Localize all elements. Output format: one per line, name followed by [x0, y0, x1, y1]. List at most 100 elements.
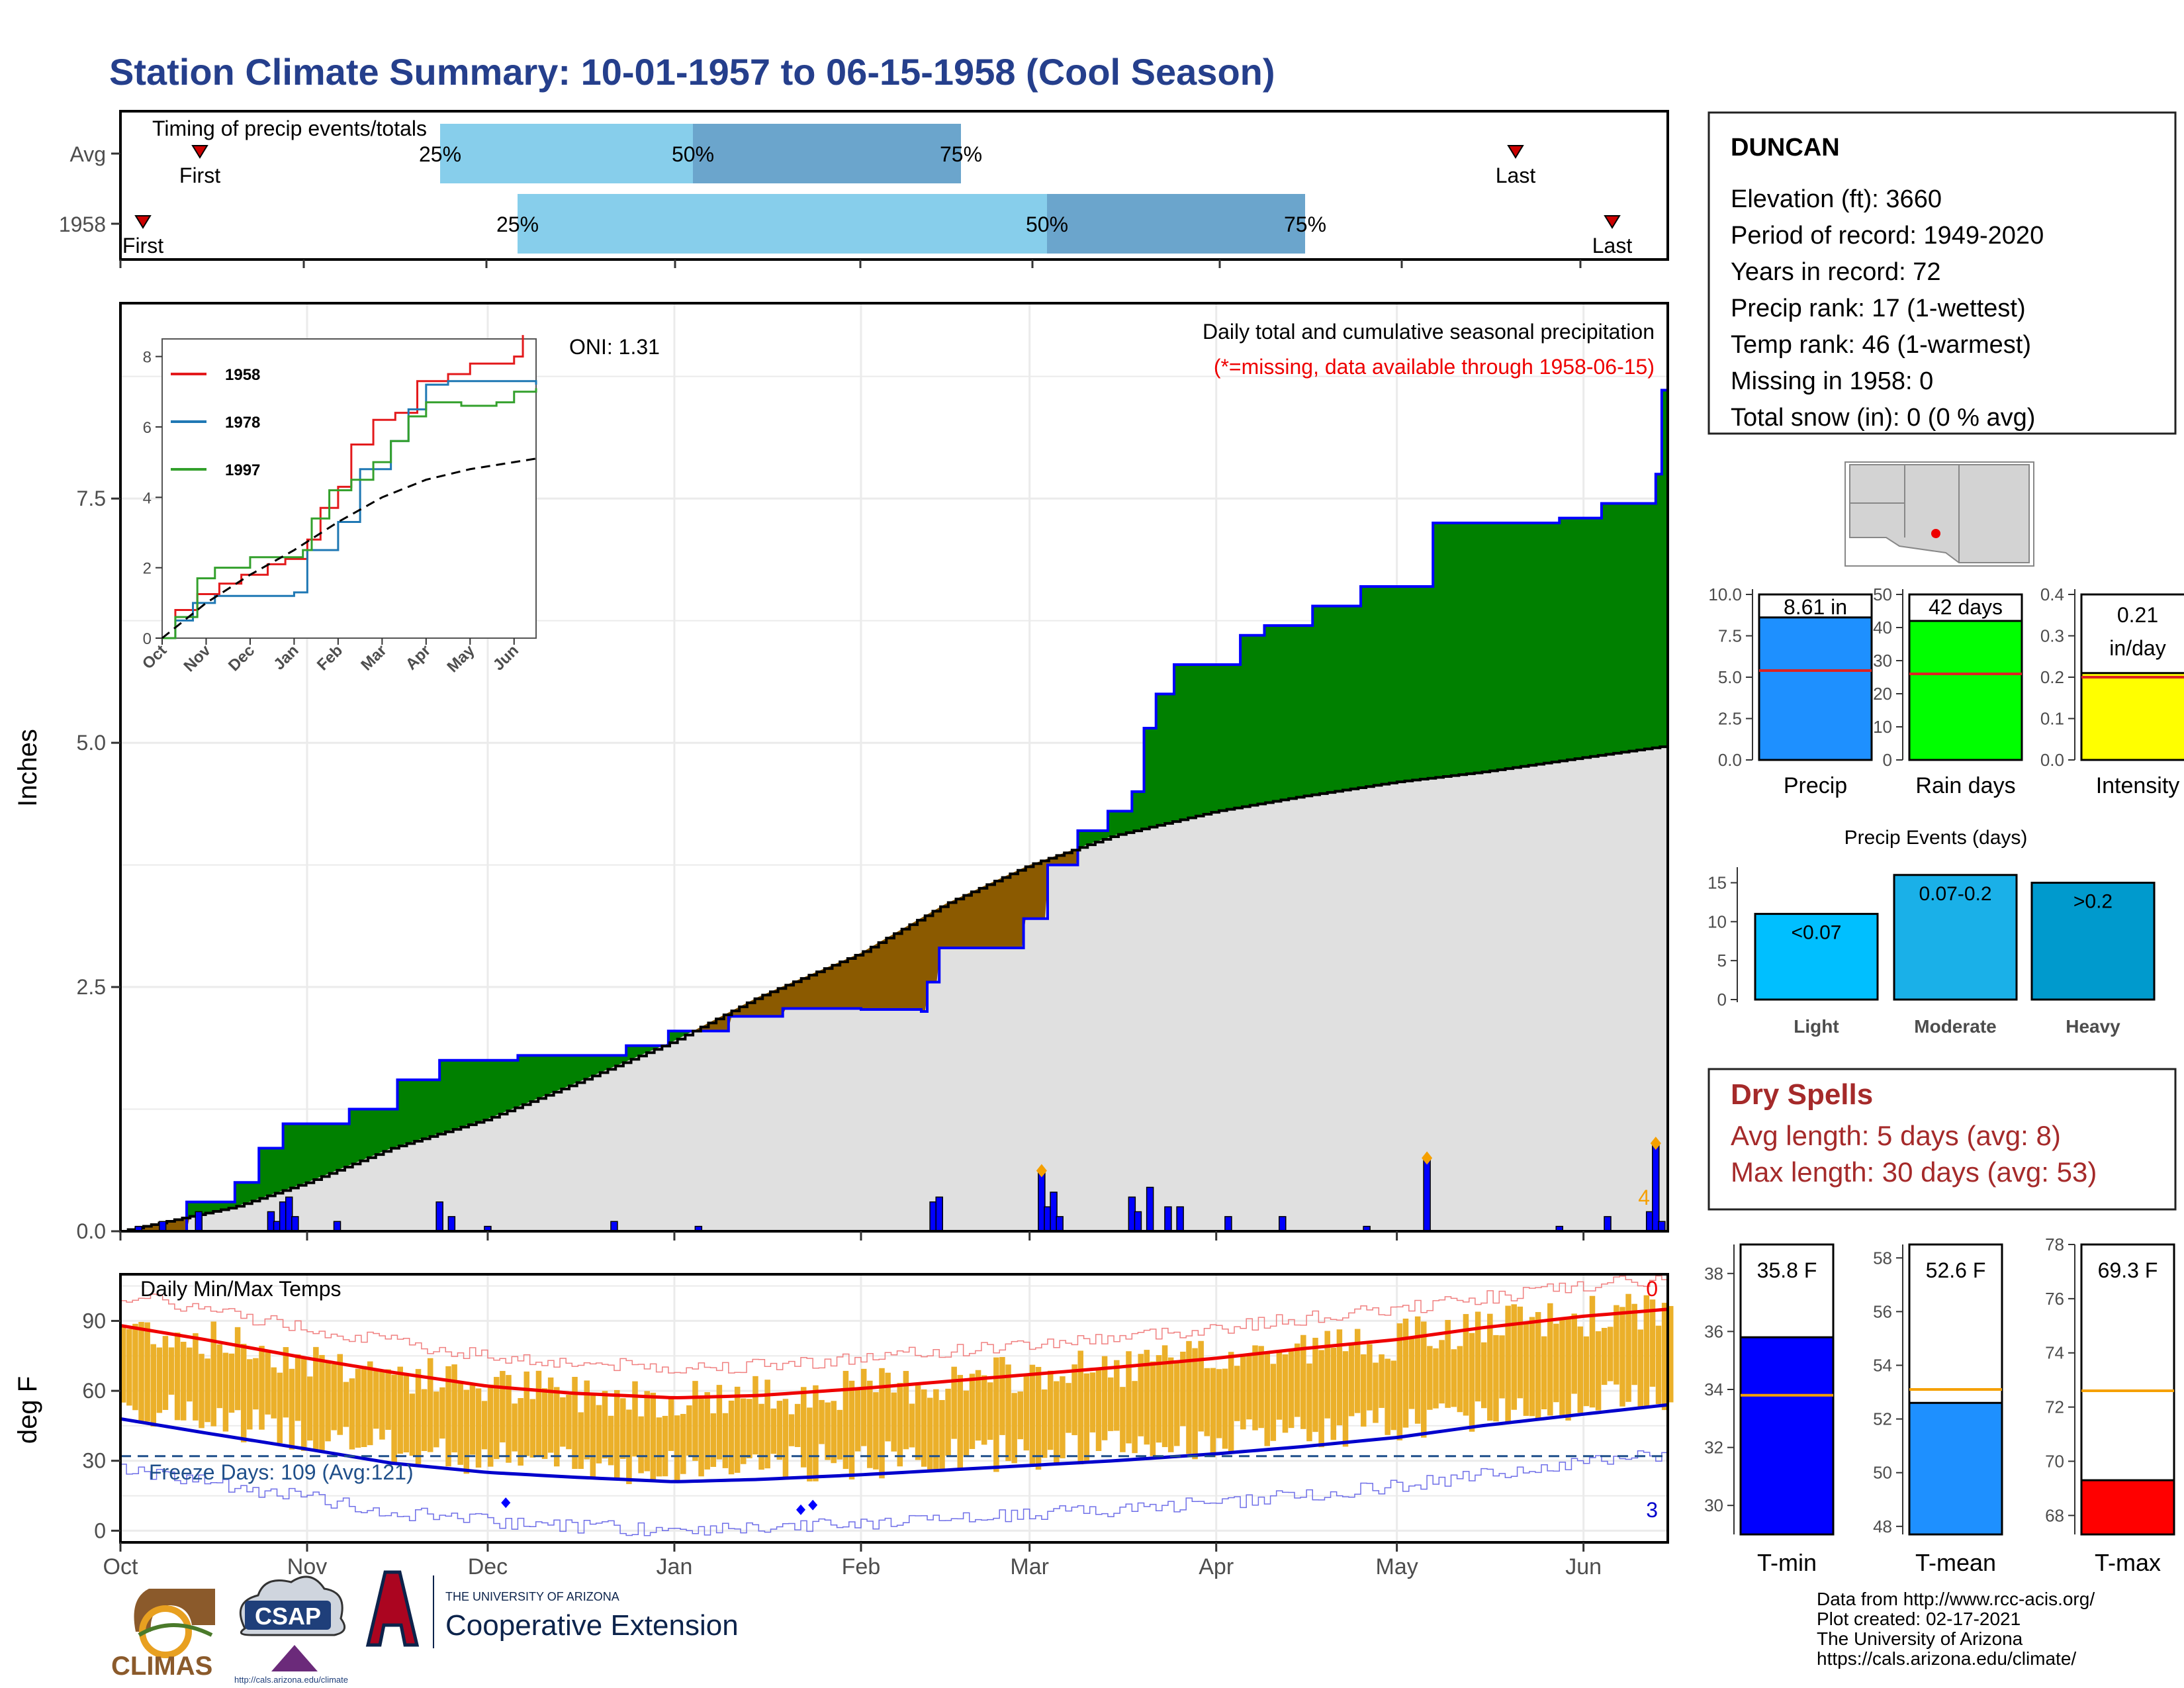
daily-temp-bar [433, 1391, 439, 1448]
daily-temp-bar [1282, 1354, 1289, 1433]
daily-precip-bar [1652, 1143, 1660, 1232]
events-y-tick-label: 0 [1717, 990, 1727, 1009]
events-bar-Heavy [2030, 882, 2156, 1001]
daily-temp-bar [199, 1354, 205, 1429]
daily-temp-bar [668, 1396, 674, 1451]
precip-corner-count: 4 [1638, 1186, 1650, 1209]
daily-temp-bar [300, 1357, 307, 1451]
timing-last-marker-icon [1507, 145, 1524, 159]
temp-summary-y-tick-label: 72 [2045, 1397, 2064, 1417]
timing-bar-50-75 [693, 124, 961, 183]
daily-precip-bar [447, 1216, 456, 1232]
timing-p75: 75% [940, 142, 982, 166]
precip-ylabel: Inches [13, 729, 42, 807]
daily-temp-bar [1523, 1322, 1529, 1416]
summary-value: 8.61 in [1784, 595, 1847, 619]
daily-temp-bar [770, 1408, 777, 1454]
summary-y-tick-label: 0.0 [1718, 750, 1742, 770]
daily-precip-bar [1224, 1216, 1232, 1232]
precip-average-line [120, 745, 1669, 1233]
temp-x-tick-label: Jun [1565, 1554, 1602, 1579]
daily-temp-bar [837, 1409, 843, 1460]
inset-line-1978 [162, 380, 537, 639]
daily-temp-bar [1385, 1358, 1390, 1435]
daily-temp-bar [620, 1398, 626, 1459]
temp-summary-y-tick-label: 70 [2045, 1451, 2064, 1471]
timing-bar-50-75 [1047, 194, 1305, 254]
daily-temp-bar [247, 1359, 253, 1430]
summary-y-tick-label: 0.1 [2040, 709, 2064, 729]
daily-temp-bar [120, 1326, 126, 1403]
daily-precip-bar [158, 1221, 167, 1232]
daily-temp-bar [427, 1358, 433, 1452]
summary-bars: 0.0 2.5 5.0 7.5 10.0 8.61 in Precip 0 10 20 30 40 50… [1708, 585, 2184, 798]
dry-spells-max: Max length: 30 days (avg: 53) [1731, 1156, 2097, 1188]
daily-temp-bar [764, 1380, 770, 1469]
daily-temp-bar [1060, 1376, 1066, 1459]
daily-temp-bar [674, 1415, 680, 1481]
daily-temp-bar [373, 1371, 379, 1429]
inset-frame [161, 338, 537, 639]
location-map [1844, 461, 2034, 567]
daily-temp-bar [1414, 1316, 1421, 1424]
daily-temp-bar [295, 1354, 301, 1421]
timing-row-label: Avg [69, 142, 106, 166]
daily-temp-bar [1192, 1348, 1198, 1460]
events-bar-Moderate [1893, 874, 2018, 1001]
daily-precip-marker [1036, 1164, 1047, 1178]
daily-temp-bar [1005, 1364, 1011, 1462]
summary-label: Rain days [1915, 773, 2015, 798]
daily-temp-bar [174, 1333, 181, 1421]
daily-temp-bar [1439, 1340, 1445, 1404]
daily-temp-bar [1126, 1351, 1132, 1444]
daily-temp-bar [1655, 1325, 1662, 1405]
daily-temp-bar [800, 1387, 807, 1468]
station-name: DUNCAN [1731, 134, 1840, 162]
daily-temp-bar [1445, 1319, 1451, 1408]
daily-temp-bar [969, 1374, 976, 1449]
daily-temp-bar [313, 1346, 319, 1450]
temp-x-tick-label: Dec [468, 1554, 508, 1579]
daily-temp-bar [1661, 1303, 1668, 1411]
daily-temp-bar [638, 1416, 644, 1474]
daily-temp-bar [1167, 1357, 1174, 1452]
footer-credit-line: The University of Arizona [1817, 1628, 2023, 1649]
events-title: Precip Events (days) [1844, 827, 2028, 849]
timing-title: Timing of precip events/totals [152, 117, 427, 140]
daily-precip-bar [935, 1196, 943, 1232]
daily-temp-bar [698, 1398, 704, 1477]
dry-spells-avg: Avg length: 5 days (avg: 8) [1731, 1120, 2061, 1151]
temp-summary-y-tick-label: 54 [1873, 1356, 1892, 1376]
temp-content [120, 1275, 1674, 1536]
summary-y-tick-label: 10 [1873, 717, 1892, 737]
daily-temp-bar [644, 1391, 650, 1472]
daily-temp-bar [1198, 1340, 1204, 1432]
daily-temp-bar [650, 1392, 657, 1480]
daily-temp-bar [523, 1371, 530, 1456]
events-y-tick-label: 5 [1717, 951, 1727, 970]
daily-temp-bar [469, 1385, 476, 1455]
temp-summary-y-tick-label: 76 [2045, 1289, 2064, 1309]
daily-temp-bar [566, 1395, 572, 1450]
events-bar-label: Light [1794, 1016, 1839, 1037]
ua-logo: THE UNIVERSITY OF ARIZONA Cooperative Ex… [365, 1570, 739, 1648]
page-title: Station Climate Summary: 10-01-1957 to 0… [109, 51, 1275, 93]
daily-precip-marker [1422, 1151, 1433, 1165]
daily-temp-bar [187, 1347, 193, 1402]
daily-temp-bar [1222, 1368, 1228, 1449]
daily-temp-bar [728, 1400, 735, 1475]
precip-events-chart: Precip Events (days) 0 5 10 15 <0.07 Light 0.0… [1707, 827, 2156, 1037]
daily-temp-bar [1270, 1364, 1277, 1441]
ua-big-text: Cooperative Extension [445, 1609, 739, 1642]
daily-temp-bar [831, 1401, 837, 1464]
summary-y-tick-label: 0.0 [2040, 750, 2064, 770]
temp-y-tick-label: 30 [82, 1449, 106, 1473]
climas-leaf-icon [138, 1623, 213, 1637]
daily-temp-bar [794, 1403, 801, 1448]
daily-temp-bar [1367, 1344, 1373, 1411]
station-info-line: Period of record: 1949-2020 [1731, 222, 2044, 250]
daily-temp-bar [692, 1381, 698, 1461]
daily-temp-bar [1114, 1360, 1120, 1431]
timing-last-marker-icon [1604, 215, 1621, 229]
daily-temp-bar [710, 1413, 717, 1467]
